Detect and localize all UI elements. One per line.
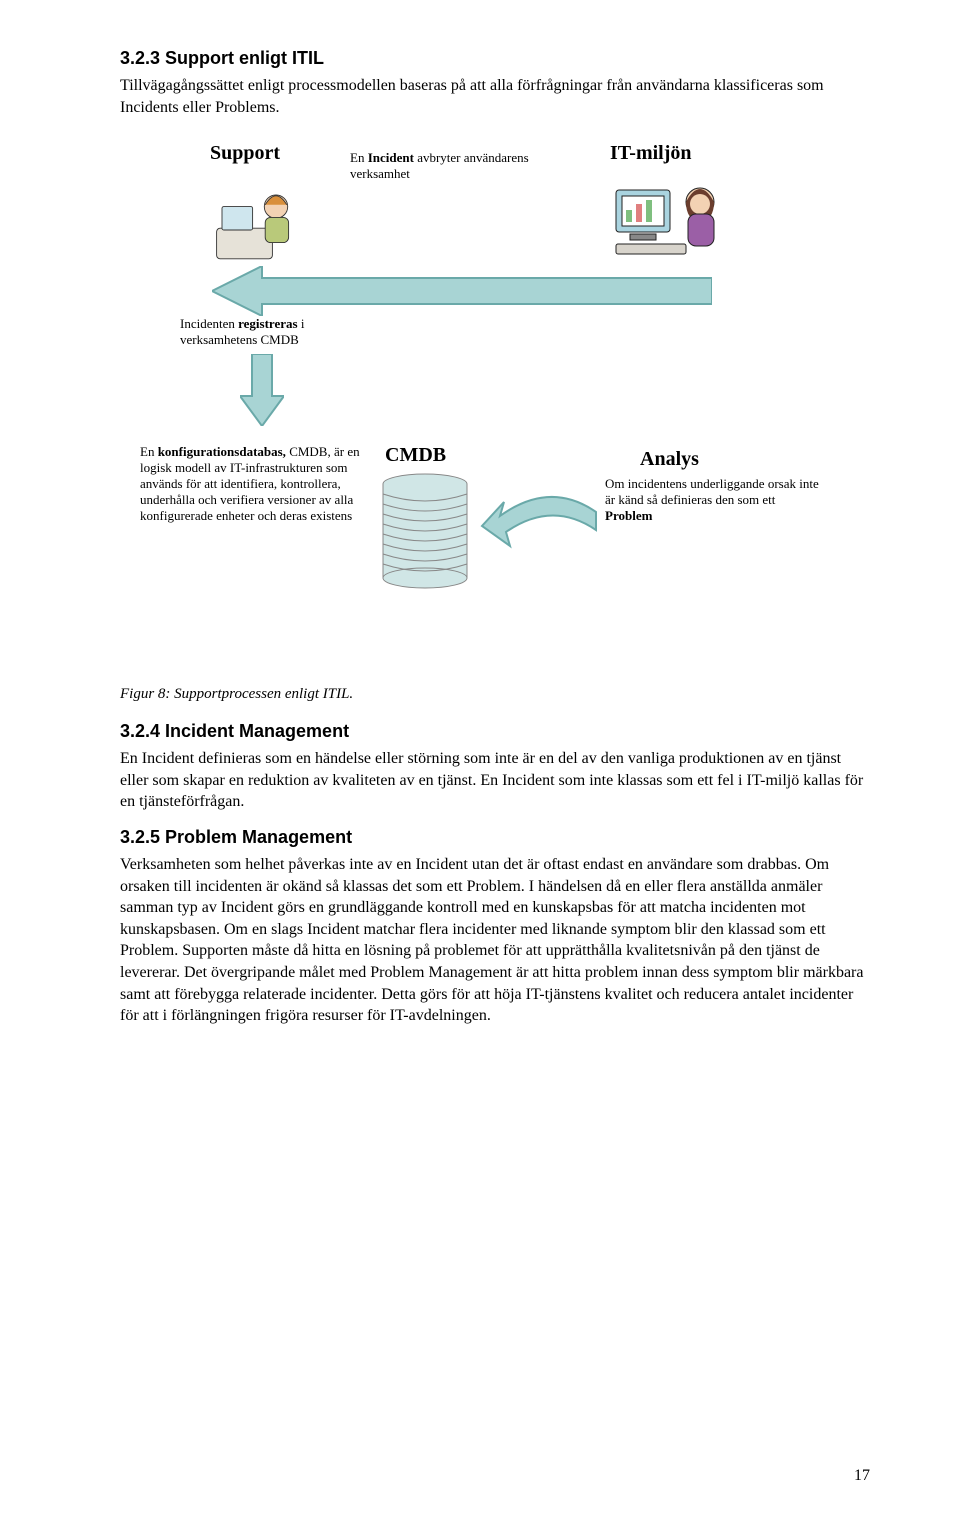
- heading-324: 3.2.4 Incident Management: [120, 721, 870, 742]
- page: 3.2.3 Support enligt ITIL Tillvägagångss…: [0, 0, 960, 1513]
- figure-caption: Figur 8: Supportprocessen enligt ITIL.: [120, 686, 870, 703]
- itil-diagram: Support En Incident avbryter användarens…: [120, 136, 850, 676]
- it-miljon-title: IT-miljön: [610, 142, 692, 165]
- arrow-left-icon: [212, 266, 712, 316]
- cmdb-database-icon: [380, 472, 470, 590]
- register-caption: Incidenten registreras i verksamhetens C…: [180, 316, 380, 349]
- arrow-curved-icon: [480, 486, 600, 556]
- incident-caption: En Incident avbryter användarens verksam…: [350, 150, 540, 183]
- cmdb-description: En konfigurationsdatabas, CMDB, är en lo…: [140, 444, 360, 523]
- body-324: En Incident definieras som en händelse e…: [120, 748, 870, 813]
- support-title: Support: [210, 142, 280, 165]
- support-user-icon: [210, 176, 306, 266]
- analys-description: Om incidentens underliggande orsak inte …: [605, 476, 820, 524]
- it-user-icon: [610, 170, 730, 270]
- heading-323: 3.2.3 Support enligt ITIL: [120, 48, 870, 69]
- analys-desc-bold: Problem: [605, 508, 652, 523]
- arrow-down-icon: [240, 354, 284, 426]
- incident-caption-pre: En: [350, 150, 368, 165]
- cmdb-desc-bold: konfigurationsdatabas,: [158, 444, 286, 459]
- cmdb-title: CMDB: [385, 444, 446, 467]
- analys-desc-pre: Om incidentens underliggande orsak inte …: [605, 476, 819, 507]
- body-323: Tillvägagångssättet enligt processmodell…: [120, 75, 870, 118]
- heading-325: 3.2.5 Problem Management: [120, 827, 870, 848]
- register-caption-pre: Incidenten: [180, 316, 238, 331]
- cmdb-desc-pre: En: [140, 444, 158, 459]
- analys-title: Analys: [640, 448, 699, 471]
- register-caption-bold: registreras: [238, 316, 297, 331]
- body-325: Verksamheten som helhet påverkas inte av…: [120, 854, 870, 1027]
- page-number: 17: [854, 1467, 870, 1485]
- incident-caption-bold: Incident: [368, 150, 414, 165]
